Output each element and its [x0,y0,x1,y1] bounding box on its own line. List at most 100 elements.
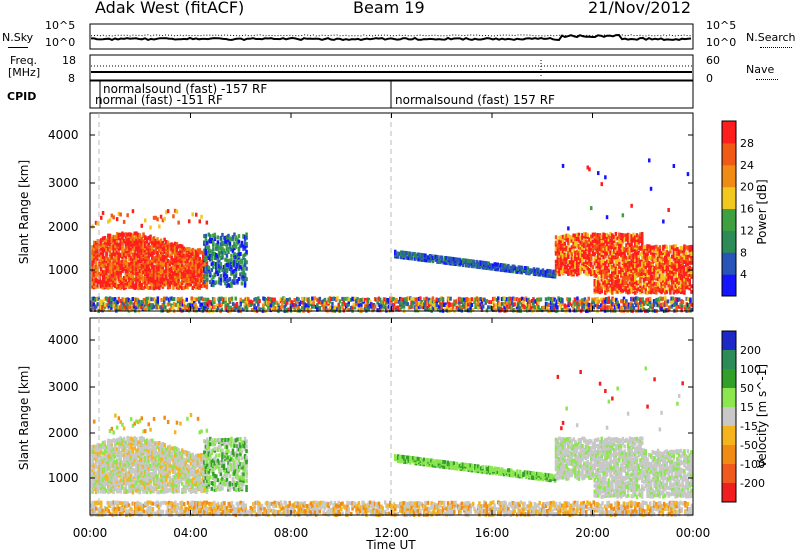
velocity-cell [93,420,96,424]
power-cell [251,300,254,304]
power-cell [486,299,489,303]
power-cell [567,226,570,230]
power-cell [662,220,665,224]
power-cell [109,218,112,222]
power-cell [418,301,421,305]
power-cell [235,297,238,301]
power-cell [238,240,241,244]
power-cell [606,215,609,219]
power-cell [618,304,621,308]
power-cell [611,291,614,295]
power-cell [569,302,572,306]
power-cell [116,217,119,221]
power-cell [588,297,591,301]
power-cell [564,242,567,246]
power-cell [683,291,686,295]
power-cell [245,277,248,281]
power-cell [358,303,361,307]
power-cell [662,297,665,301]
power-cell [574,297,577,301]
power-cell [690,245,693,249]
power-cell [212,248,215,252]
power-cell [286,298,289,302]
power-cell [690,284,693,288]
power-cell [587,233,590,237]
power-cell [200,215,203,219]
power-cell [229,277,232,281]
power-cell [213,297,216,301]
power-cell [226,274,229,278]
power-cell [678,297,681,301]
power-cell [433,300,436,304]
power-cell [471,303,474,307]
power-cell [598,305,601,309]
power-cell [163,217,166,221]
power-cell [232,302,235,306]
power-cell [673,164,676,168]
power-cell [203,280,206,284]
power-cell [164,306,167,310]
power-cell [575,308,578,312]
power-cell [547,303,550,307]
power-cell [198,297,201,301]
power-cell [201,303,204,307]
power-cell [618,258,621,262]
power-cell [641,232,644,236]
power-cell [482,305,485,309]
power-cell [312,300,315,304]
power-cell [208,245,211,249]
power-cell [236,302,239,306]
power-cell [556,305,559,309]
power-cell [226,254,229,258]
power-cell [622,213,625,217]
power-cell [690,261,693,265]
power-cell [245,267,248,271]
power-cell [689,298,692,302]
power-cell [419,296,422,300]
power-cell [667,299,670,303]
power-heatmap [90,158,693,313]
power-cell [205,234,208,238]
power-cell [208,266,211,270]
power-cell [403,305,406,309]
power-cell [314,296,317,300]
power-cell [245,260,248,264]
power-cell [604,175,607,179]
power-cell [176,210,179,214]
power-cell [177,297,180,301]
power-cell [104,303,107,307]
power-cell [297,298,300,302]
power-cell [493,297,496,301]
power-cell [344,297,347,301]
power-cell [601,182,604,186]
power-cell [637,297,640,301]
power-cell [153,305,156,309]
power-cell [102,211,105,215]
power-cell [675,302,678,306]
power-cell [238,234,241,238]
power-cell [245,250,248,254]
power-cell [126,213,128,217]
velocity-heatmap [90,366,693,517]
velocity-cell [118,416,121,420]
power-cell [319,306,322,310]
velocity-cell [111,427,114,431]
power-cell [604,306,607,310]
power-cell [547,297,550,301]
power-cell [121,306,124,310]
power-cell [193,297,196,301]
power-cell [425,297,428,301]
power-cell [506,308,509,312]
power-cell [231,297,234,301]
power-cell [668,306,671,310]
power-cell [156,237,159,241]
power-cell [253,303,256,307]
power-cell [339,299,342,303]
power-cell [562,164,565,168]
power-cell [503,296,506,300]
power-cell [172,214,175,218]
power-cell [650,187,653,191]
power-cell [204,298,207,302]
power-cell [192,212,195,216]
power-cell [449,303,452,307]
